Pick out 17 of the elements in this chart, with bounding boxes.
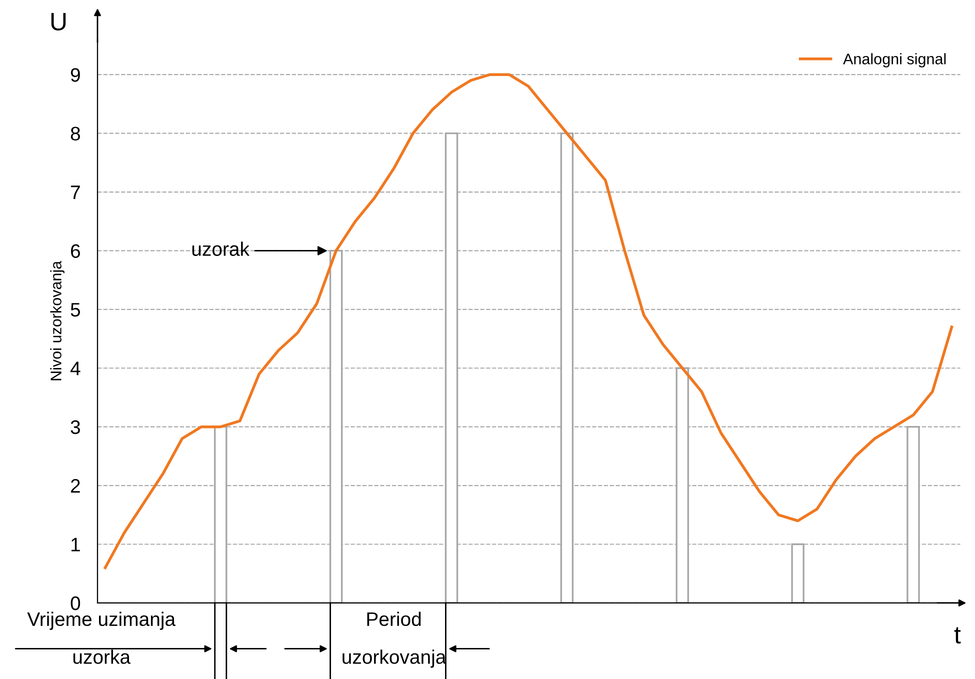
y-tick-label: 5 xyxy=(70,303,80,317)
text: Vrijeme uzimanja uzorka xyxy=(27,612,176,664)
annotation: uzorak xyxy=(192,242,250,256)
y-tick-label: 0 xyxy=(70,596,80,610)
y-axis-title: Nivoi uzorkovanja xyxy=(50,260,64,380)
y-tick-label: 3 xyxy=(70,420,80,434)
y-tick-label: 2 xyxy=(71,479,80,493)
y-tick-label: 1 xyxy=(72,538,80,552)
y-tick-label: 4 xyxy=(70,362,80,376)
text: U xyxy=(51,13,66,30)
legend-label: Analogni signal xyxy=(843,53,946,68)
y-tick-label: 8 xyxy=(70,126,80,141)
line-series xyxy=(104,73,954,570)
x-axis-title: t xyxy=(954,627,961,644)
y-tick-label: 6 xyxy=(71,244,80,258)
y-tick-label: 9 xyxy=(70,68,80,82)
y-tick-label: 7 xyxy=(71,186,80,200)
